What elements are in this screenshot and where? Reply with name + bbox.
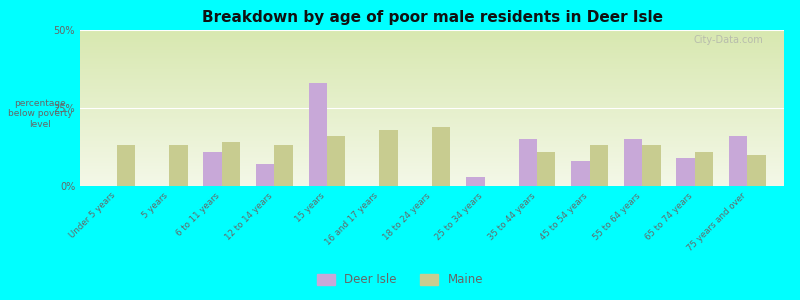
Bar [624, 139, 642, 186]
Bar [729, 136, 747, 186]
Bar [222, 142, 240, 186]
Bar [432, 127, 450, 186]
Bar [274, 146, 293, 186]
Bar [518, 139, 537, 186]
Bar [117, 146, 135, 186]
Bar [571, 161, 590, 186]
Bar [379, 130, 398, 186]
Legend: Deer Isle, Maine: Deer Isle, Maine [312, 269, 488, 291]
Bar [309, 83, 327, 186]
Bar [256, 164, 274, 186]
Bar [466, 177, 485, 186]
Bar [203, 152, 222, 186]
Text: City-Data.com: City-Data.com [693, 35, 763, 45]
Bar [327, 136, 346, 186]
Bar [537, 152, 555, 186]
Bar [642, 146, 661, 186]
Bar [170, 146, 188, 186]
Bar [747, 155, 766, 186]
Bar [590, 146, 608, 186]
Title: Breakdown by age of poor male residents in Deer Isle: Breakdown by age of poor male residents … [202, 10, 662, 25]
Bar [694, 152, 713, 186]
Bar [676, 158, 694, 186]
Text: percentage
below poverty
level: percentage below poverty level [8, 99, 73, 129]
